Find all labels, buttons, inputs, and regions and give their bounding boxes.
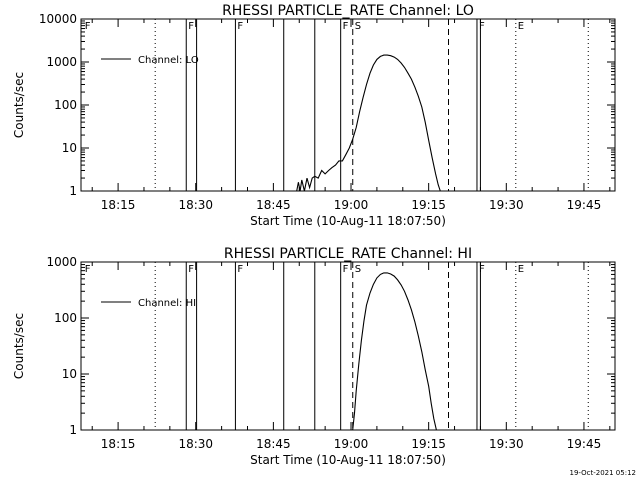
x-tick-label: 19:15 [411, 437, 446, 451]
event-marker-label: E [518, 21, 524, 32]
y-tick-label: 1 [69, 184, 77, 198]
event-marker-label: F [343, 264, 349, 275]
event-marker-label: F [188, 21, 194, 32]
legend-label: Channel: HI [138, 298, 196, 309]
y-tick-label: 10 [62, 367, 77, 381]
y-tick-label: 10000 [39, 12, 77, 26]
y-axis-label: Counts/sec [12, 313, 26, 379]
event-marker-label: S [355, 21, 361, 32]
x-tick-label: 19:45 [567, 437, 602, 451]
x-tick-label: 18:30 [178, 437, 213, 451]
event-marker-label: F [188, 264, 194, 275]
event-marker-label: F [479, 264, 485, 275]
x-axis-label: Start Time (10-Aug-11 18:07:50) [250, 214, 446, 228]
event-marker-label: F [237, 21, 243, 32]
timestamp-label: 19-Oct-2021 05:12 [570, 469, 636, 477]
x-tick-label: 19:00 [334, 198, 369, 212]
x-tick-label: 19:00 [334, 437, 369, 451]
x-tick-label: 18:45 [256, 198, 291, 212]
y-tick-label: 100 [54, 98, 77, 112]
x-tick-label: 19:30 [489, 198, 524, 212]
legend-label: Channel: LO [138, 55, 199, 66]
event-marker-label: F [479, 21, 485, 32]
event-marker-label: F [237, 264, 243, 275]
x-tick-label: 19:45 [567, 198, 602, 212]
x-tick-label: 18:15 [101, 198, 136, 212]
y-tick-label: 100 [54, 311, 77, 325]
chart-title: RHESSI PARTICLE_RATE Channel: HI [224, 246, 472, 262]
x-tick-label: 18:30 [178, 198, 213, 212]
event-marker-label: F [85, 21, 91, 32]
y-tick-label: 1000 [46, 255, 77, 269]
y-tick-label: 1000 [46, 55, 77, 69]
y-tick-label: 1 [69, 423, 77, 437]
x-tick-label: 18:45 [256, 437, 291, 451]
x-tick-label: 19:15 [411, 198, 446, 212]
event-marker-label: S [355, 264, 361, 275]
event-marker-label: F [343, 21, 349, 32]
x-tick-label: 18:15 [101, 437, 136, 451]
chart-panel-hi: RHESSI PARTICLE_RATE Channel: HI Counts/s… [12, 246, 616, 467]
chart-panel-lo: RHESSI PARTICLE_RATE Channel: LO Counts/s… [12, 3, 616, 228]
chart-title: RHESSI PARTICLE_RATE Channel: LO [222, 3, 474, 19]
y-axis-label: Counts/sec [12, 72, 26, 138]
series-line-hi [352, 272, 437, 431]
series-line-lo [296, 54, 441, 192]
y-tick-label: 10 [62, 141, 77, 155]
event-marker-label: F [85, 264, 91, 275]
x-axis-label: Start Time (10-Aug-11 18:07:50) [250, 453, 446, 467]
event-marker-label: E [518, 264, 524, 275]
x-tick-label: 19:30 [489, 437, 524, 451]
plot-frame-hi [80, 261, 616, 431]
